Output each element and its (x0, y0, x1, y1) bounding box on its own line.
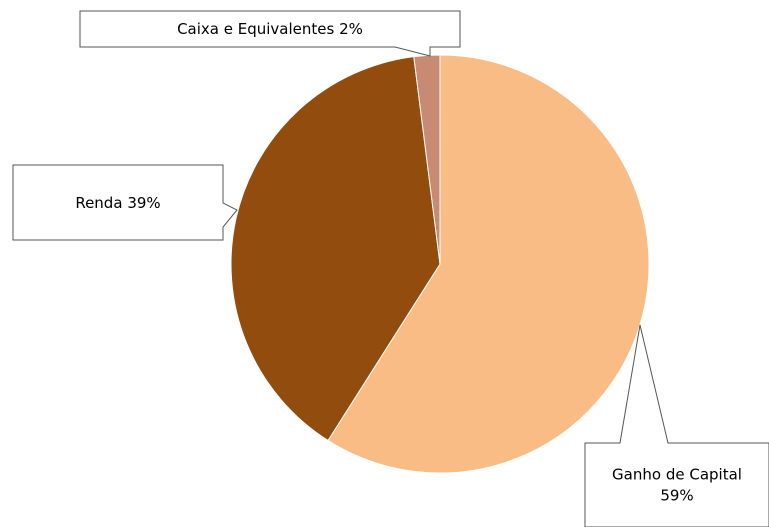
pie (230, 54, 650, 474)
value-label: 59% (660, 487, 693, 505)
category-label: Caixa e Equivalentes (177, 20, 334, 38)
category-label: Ganho de Capital (612, 466, 742, 484)
pie-slice (327, 54, 650, 474)
data-label: Renda 39% (75, 194, 160, 212)
value-label: 2% (339, 20, 363, 38)
callout-box (79, 10, 461, 57)
pie-slice (230, 56, 441, 442)
data-label: Caixa e Equivalentes 2% (177, 20, 363, 38)
callout-box (12, 164, 238, 241)
category-label: Renda (75, 194, 122, 212)
callout-box (584, 324, 769, 527)
value-label: 39% (127, 194, 160, 212)
